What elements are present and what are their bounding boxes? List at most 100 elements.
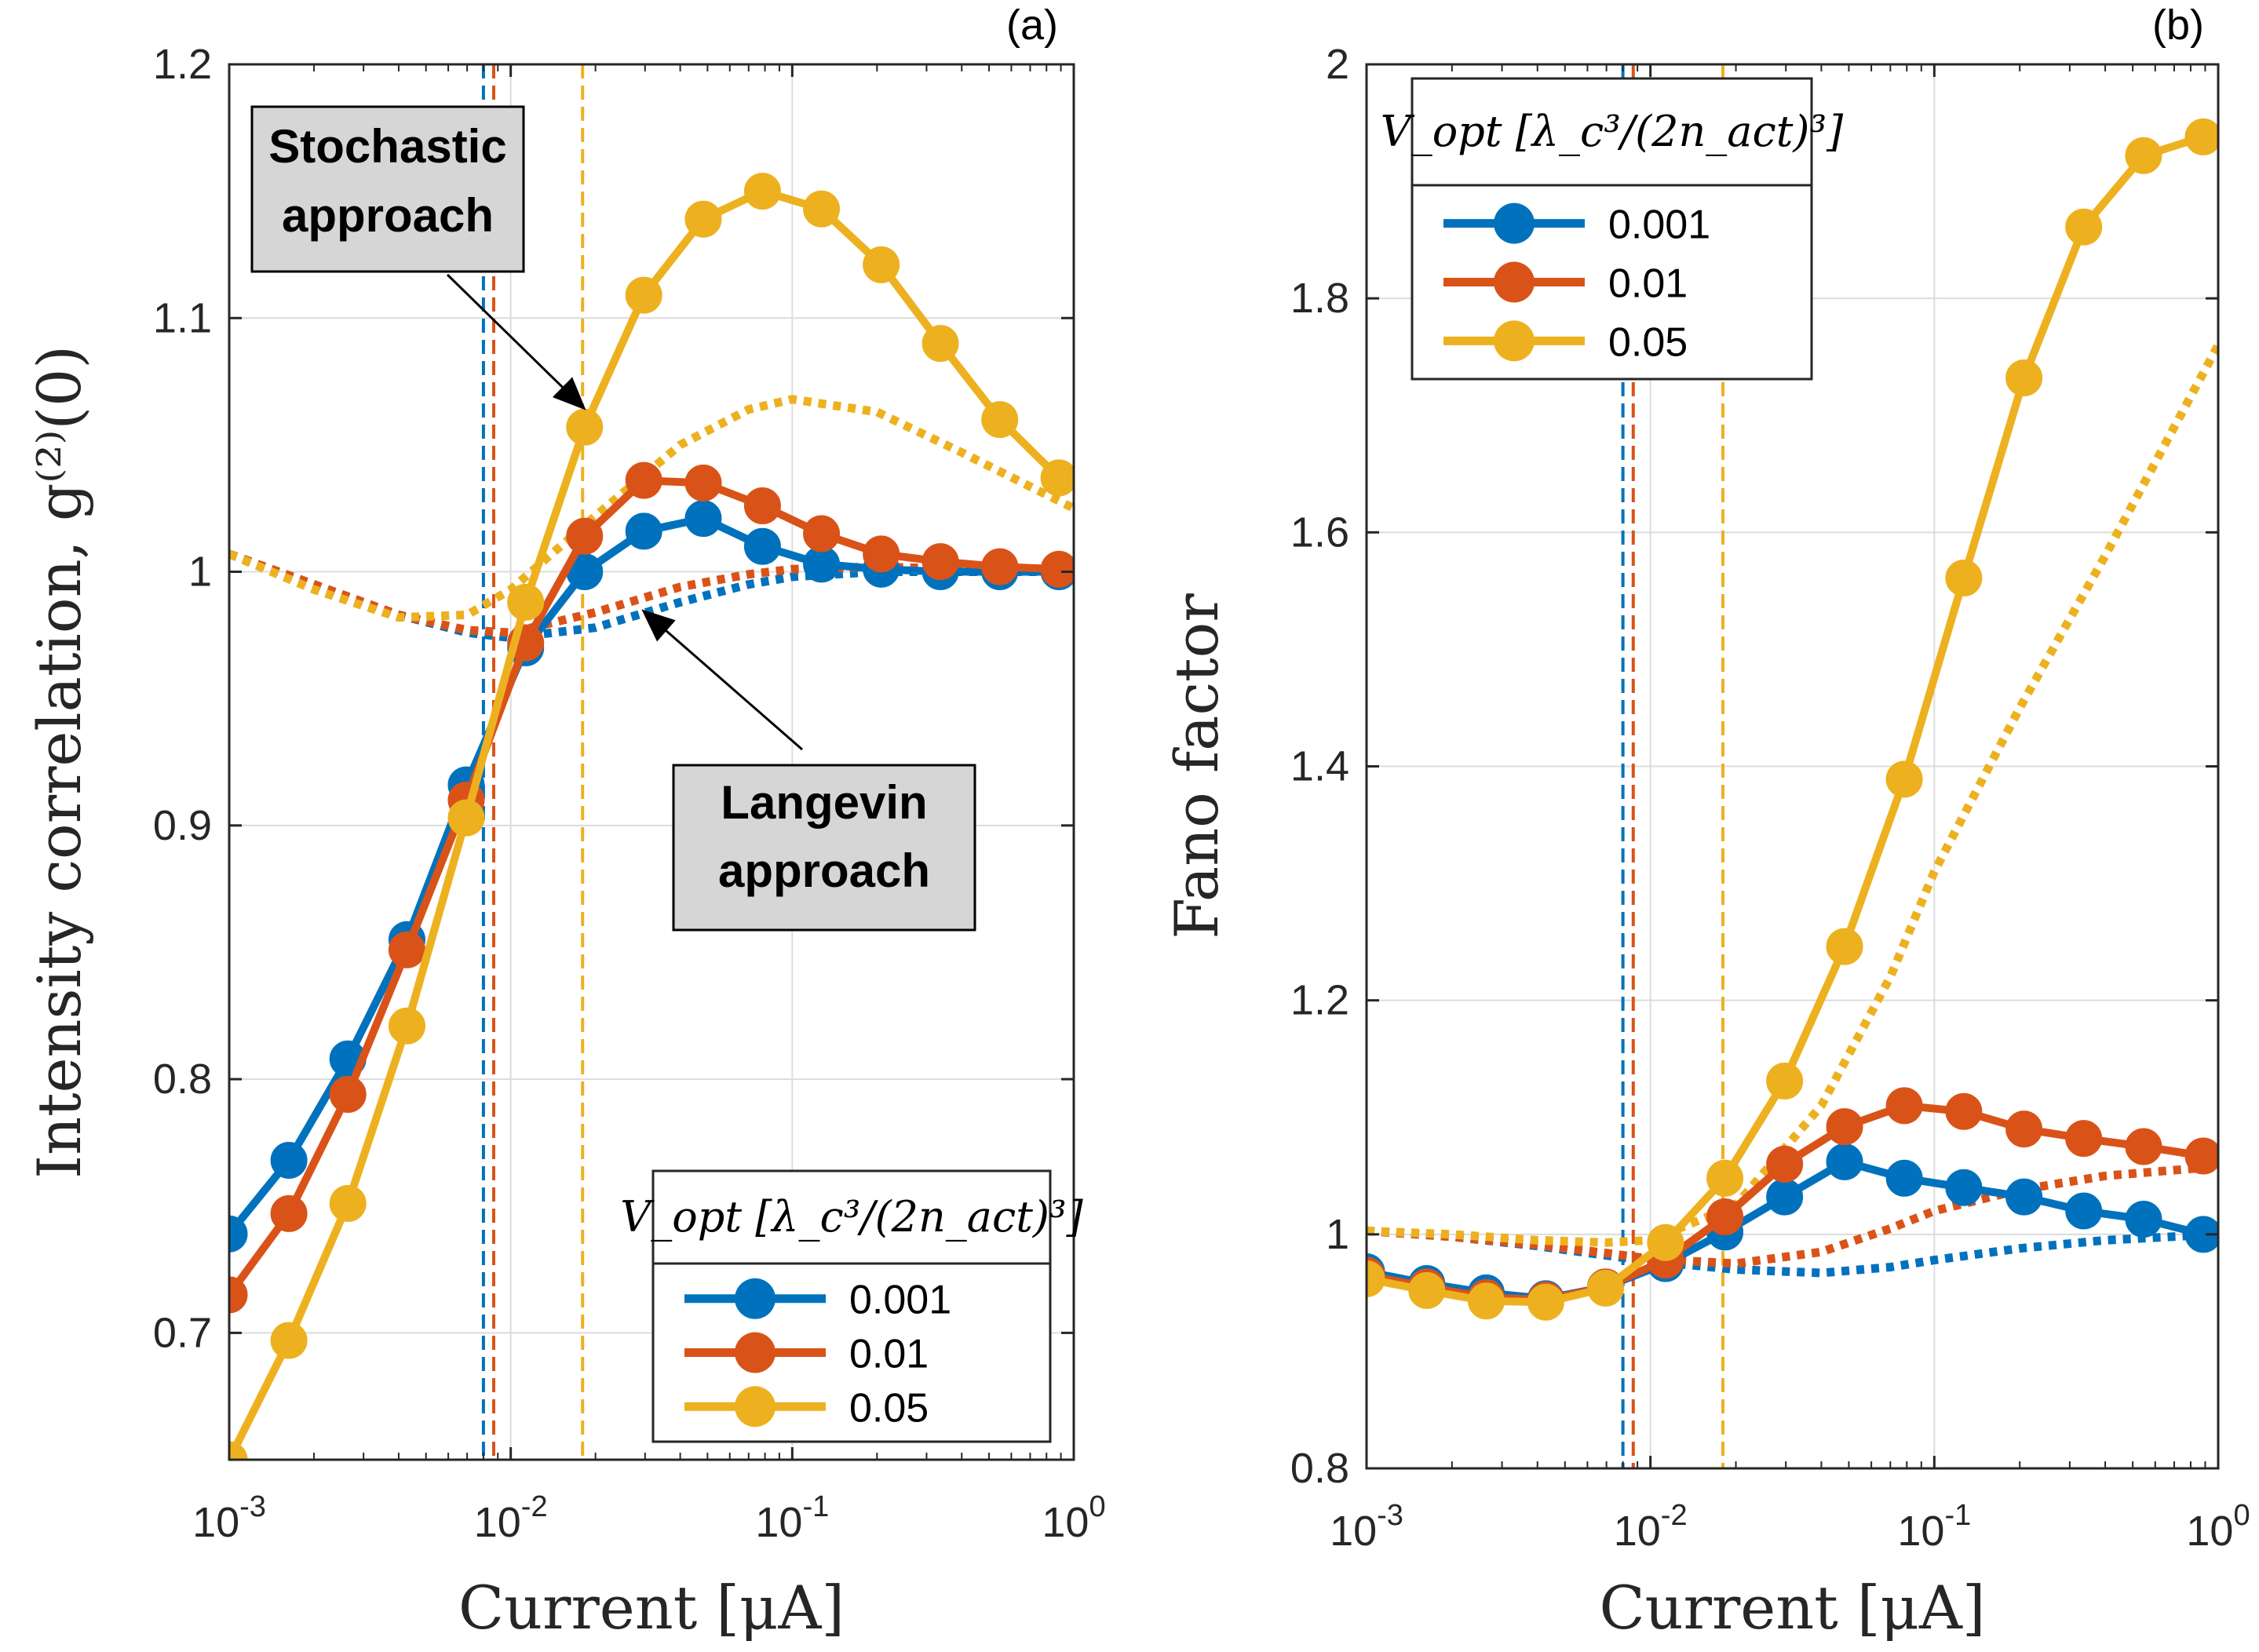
legend: V_opt [λ_c³/(2n_act)³] 0.001 0.01 0.05 — [620, 1169, 1084, 1443]
data-point — [625, 461, 662, 499]
annotation-text: approach — [282, 189, 494, 242]
y-tick-label: 0.7 — [153, 1309, 212, 1356]
panel-b: 10-3 10-2 10-1 100 0.8 1 1.2 1.4 1.6 1.8 2 Current … — [1162, 2, 2250, 1643]
data-point — [743, 487, 781, 524]
x-tick-label: 10-3 — [192, 1490, 266, 1546]
legend-entry: 0.001 — [1608, 202, 1710, 248]
annotation-arrow — [446, 273, 586, 410]
panel-label: (a) — [1006, 2, 1058, 49]
data-point — [921, 543, 959, 581]
legend-box — [1411, 77, 1813, 381]
data-point — [1587, 1269, 1625, 1307]
data-point — [1527, 1283, 1564, 1321]
data-point — [566, 408, 604, 446]
y-tick-label: 1.6 — [1290, 509, 1349, 556]
data-point — [2065, 1192, 2103, 1230]
x-tick-label: 100 — [2186, 1499, 2250, 1555]
y-tick-label: 0.8 — [1290, 1445, 1349, 1492]
data-point — [1826, 1108, 1863, 1146]
data-point — [803, 190, 841, 228]
data-point — [1945, 559, 1983, 596]
data-point — [743, 173, 781, 210]
data-point — [684, 464, 722, 501]
ticks — [228, 63, 1075, 1460]
x-tick-label: 10-1 — [755, 1490, 829, 1546]
data-point — [1766, 1145, 1804, 1183]
data-point — [388, 1007, 425, 1045]
legend-swatch-marker — [1494, 202, 1535, 244]
data-point — [2184, 118, 2218, 155]
data-point — [981, 401, 1019, 439]
x-axis-title: Current [μA] — [458, 1573, 845, 1643]
legend-box — [651, 1169, 1052, 1443]
data-point — [270, 1142, 308, 1180]
data-point — [2065, 208, 2103, 246]
langevin-line-2 — [1367, 343, 2218, 1247]
annotation-arrow — [641, 609, 803, 751]
data-point — [1945, 1169, 1983, 1206]
x-tick-label: 10-2 — [1614, 1499, 1688, 1555]
y-tick-label: 1.2 — [1290, 977, 1349, 1024]
y-axis-title: Intensity correlation, g⁽²⁾(0) — [24, 345, 94, 1179]
data-point — [1408, 1271, 1446, 1309]
panel-label: (b) — [2152, 2, 2204, 49]
data-point — [507, 583, 545, 621]
data-point — [388, 931, 425, 968]
x-tick-label: 100 — [1042, 1490, 1105, 1546]
x-axis-title: Current [μA] — [1600, 1573, 1986, 1643]
data-point — [229, 1276, 248, 1314]
legend-swatch-marker — [735, 1278, 776, 1319]
legend: V_opt [λ_c³/(2n_act)³] 0.001 0.01 0.05 — [1381, 77, 1844, 381]
y-tick-label: 1 — [188, 549, 212, 596]
annotation-0: Stochastic approach — [250, 105, 586, 410]
data-point — [1945, 1092, 1983, 1130]
data-point — [2065, 1120, 2103, 1158]
legend-entry: 0.05 — [849, 1385, 929, 1431]
data-point — [270, 1322, 308, 1359]
legend-title: V_opt [λ_c³/(2n_act)³] — [1381, 107, 1844, 156]
y-tick-label: 1 — [1326, 1211, 1349, 1258]
data-point — [1766, 1178, 1804, 1216]
data-point — [1040, 550, 1074, 588]
data-point — [329, 1184, 367, 1222]
data-point — [803, 515, 841, 552]
data-point — [2005, 359, 2043, 397]
x-tick-label: 10-1 — [1897, 1499, 1971, 1555]
y-tick-label: 1.4 — [1290, 743, 1349, 790]
data-point — [1826, 928, 1863, 965]
data-point — [329, 1075, 367, 1113]
data-point — [1885, 760, 1923, 798]
data-point — [229, 1215, 248, 1253]
annotation-text: Stochastic — [268, 120, 506, 173]
annotation-box — [250, 105, 525, 273]
y-tick-label: 2 — [1326, 41, 1349, 88]
data-point — [684, 200, 722, 238]
legend-swatch-marker — [1494, 261, 1535, 303]
x-tick-label: 10-3 — [1330, 1499, 1403, 1555]
ticks — [1365, 63, 2220, 1470]
data-point — [625, 512, 662, 550]
data-point — [447, 799, 485, 837]
panel-a: 10-3 10-2 10-1 100 0.7 0.8 0.9 1 1.1 1.2 Current [… — [24, 2, 1106, 1643]
data-point — [1706, 1159, 1744, 1197]
data-point — [2125, 1200, 2162, 1238]
annotation-1: Langevin approach — [641, 609, 976, 932]
data-point — [2005, 1178, 2043, 1216]
langevin-line-0 — [1367, 1226, 2218, 1278]
annotation-box — [672, 764, 976, 932]
data-point — [863, 246, 900, 283]
data-point — [270, 1194, 308, 1232]
data-point — [2125, 137, 2162, 174]
legend-entry: 0.001 — [849, 1278, 951, 1323]
legend-entry: 0.01 — [1608, 261, 1688, 307]
data-point — [684, 500, 722, 538]
data-point — [863, 535, 900, 573]
data-point — [1040, 459, 1074, 497]
legend-swatch-marker — [1494, 320, 1535, 362]
y-axis-title: Fano factor — [1162, 593, 1232, 939]
data-point — [1826, 1143, 1863, 1180]
data-point — [743, 527, 781, 565]
data-point — [229, 1441, 248, 1460]
y-tick-label: 0.9 — [153, 802, 212, 849]
